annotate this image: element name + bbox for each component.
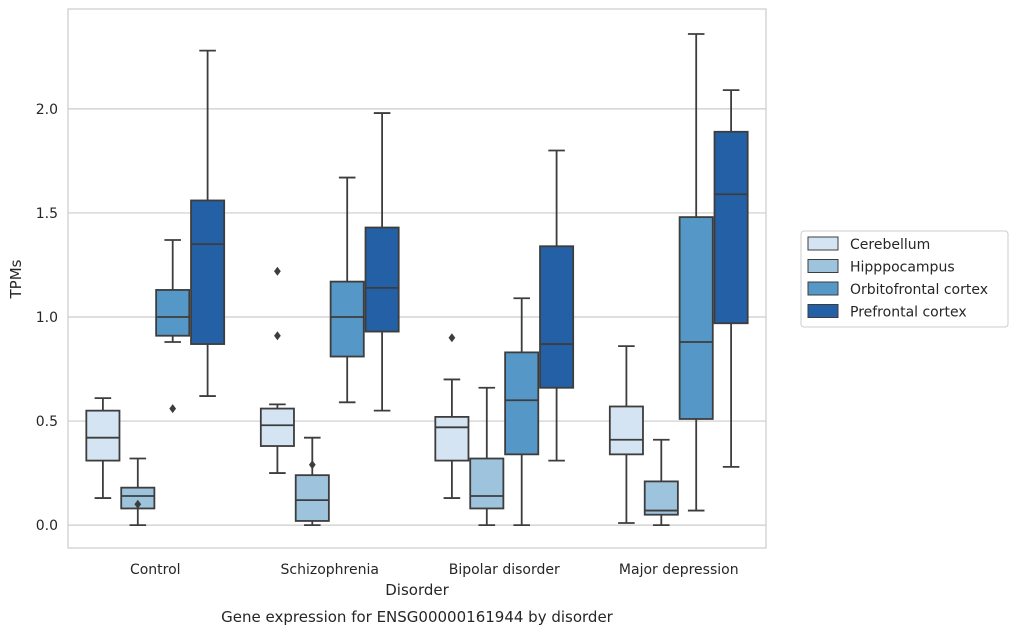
box-plot: [434, 333, 470, 499]
legend-label: Orbitofrontal cortex: [850, 282, 988, 298]
box-iqr: [294, 474, 330, 522]
legend-swatch: [807, 236, 839, 251]
y-axis-label: TPMs: [7, 259, 25, 299]
x-tick-label: Major depression: [619, 562, 739, 578]
box-plot: [469, 386, 505, 527]
box-iqr: [713, 130, 749, 325]
box-plot: [120, 457, 156, 527]
legend-label: Cerebellum: [850, 237, 930, 253]
box-iqr: [329, 280, 365, 358]
outlier-point: [169, 404, 177, 414]
outlier-point: [134, 499, 142, 509]
box-iqr: [678, 216, 714, 420]
boxes: [85, 33, 749, 527]
box-plot: [643, 438, 679, 527]
y-tick-label: 0.5: [36, 414, 58, 430]
box-plot: [608, 345, 644, 524]
box-iqr: [469, 457, 505, 510]
box-plot: [85, 397, 121, 499]
box-plot: [155, 239, 191, 414]
box-iqr: [434, 415, 470, 462]
x-axis-label: Disorder: [385, 581, 449, 599]
y-tick-label: 0.0: [36, 518, 58, 534]
box-iqr: [364, 226, 400, 333]
box-plot: [364, 112, 400, 412]
box-iqr: [85, 409, 121, 462]
box-iqr: [504, 351, 540, 456]
legend-frame: [800, 230, 1009, 328]
plot-frame: [67, 8, 767, 549]
box-plot: [259, 266, 295, 474]
legend-swatch: [807, 259, 839, 273]
outlier-point: [308, 460, 316, 470]
box-iqr: [608, 405, 644, 456]
legend-label: Prefrontal cortex: [850, 305, 967, 321]
box-iqr: [190, 199, 226, 345]
outlier-point: [274, 266, 281, 276]
x-tick-label: Control: [130, 562, 181, 578]
legend: Cerebellum Hipppocampus Orbitofrontal cort…: [800, 230, 1009, 328]
outlier-point: [274, 331, 281, 341]
box-iqr: [539, 245, 575, 389]
y-tick-labels: 0.0 0.5 1.0 1.5 2.0: [36, 102, 58, 534]
box-plot: [713, 89, 749, 468]
box-iqr: [259, 407, 295, 447]
outlier-point: [448, 333, 456, 343]
legend-label: Hipppocampus: [850, 260, 955, 276]
box-plot: [504, 297, 540, 527]
box-plot: [329, 176, 365, 404]
x-tick-label: Bipolar disorder: [449, 562, 560, 578]
x-tick-label: Schizophrenia: [281, 562, 379, 578]
chart-caption: Gene expression for ENSG00000161944 by d…: [221, 608, 614, 626]
box-iqr: [643, 480, 679, 516]
box-plot: [294, 436, 330, 527]
y-tick-label: 1.0: [36, 310, 58, 326]
box-iqr: [155, 289, 191, 337]
legend-swatch: [807, 304, 839, 318]
x-tick-labels: Control Schizophrenia Bipolar disorder Majo…: [130, 562, 739, 578]
y-tick-label: 1.5: [36, 206, 58, 222]
box-plot: [539, 149, 575, 462]
box-plot: [678, 33, 714, 512]
y-tick-label: 2.0: [36, 102, 58, 118]
box-plot: [190, 49, 226, 397]
legend-swatch: [807, 281, 839, 296]
